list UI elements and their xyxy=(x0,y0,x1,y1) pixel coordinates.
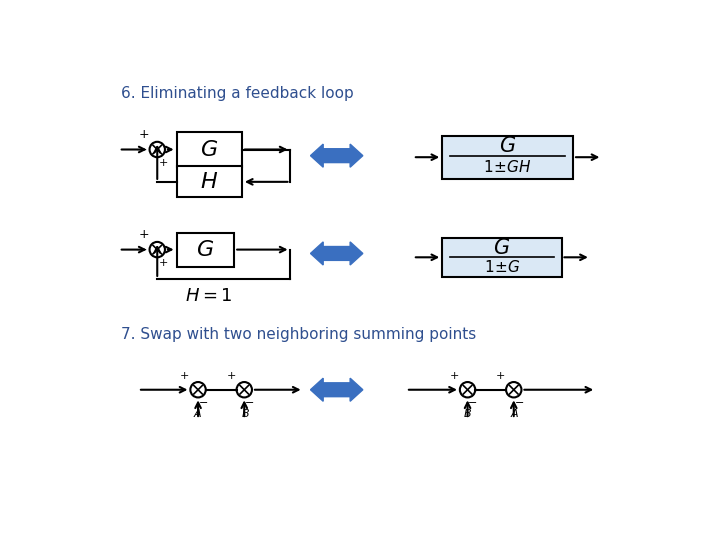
Bar xyxy=(176,132,242,167)
Bar xyxy=(442,136,573,179)
Text: $1\!\pm\! G$: $1\!\pm\! G$ xyxy=(484,259,520,274)
Text: $1\!\pm\! GH$: $1\!\pm\! GH$ xyxy=(483,159,532,175)
Text: $B$: $B$ xyxy=(463,408,472,420)
Text: +: + xyxy=(159,258,168,268)
Text: $G$: $G$ xyxy=(197,240,215,260)
Text: 7. Swap with two neighboring summing points: 7. Swap with two neighboring summing poi… xyxy=(121,327,477,342)
Text: $A$: $A$ xyxy=(194,408,203,420)
Text: $A$: $A$ xyxy=(510,408,519,420)
Text: −: − xyxy=(135,143,148,157)
Text: −: − xyxy=(135,242,148,256)
Text: $G$: $G$ xyxy=(200,139,218,159)
Text: +: + xyxy=(496,372,505,381)
Polygon shape xyxy=(310,144,363,167)
Text: $G$: $G$ xyxy=(493,238,510,258)
Text: −: − xyxy=(468,398,477,408)
Text: +: + xyxy=(159,158,168,168)
Text: +: + xyxy=(138,128,149,141)
Text: $H$: $H$ xyxy=(200,172,218,192)
Text: $B$: $B$ xyxy=(240,408,250,420)
Text: −: − xyxy=(199,398,208,408)
Text: +: + xyxy=(138,228,149,241)
Polygon shape xyxy=(310,242,363,265)
Text: $H=1$: $H=1$ xyxy=(185,287,233,305)
Text: +: + xyxy=(450,372,459,381)
Text: −: − xyxy=(245,398,254,408)
Bar xyxy=(442,238,562,276)
Text: $G$: $G$ xyxy=(499,137,516,157)
Bar xyxy=(176,233,234,267)
Text: +: + xyxy=(226,372,235,381)
Bar xyxy=(176,166,242,197)
Text: 6. Eliminating a feedback loop: 6. Eliminating a feedback loop xyxy=(121,86,354,102)
Polygon shape xyxy=(310,378,363,401)
Text: +: + xyxy=(180,372,189,381)
Text: −: − xyxy=(515,398,524,408)
